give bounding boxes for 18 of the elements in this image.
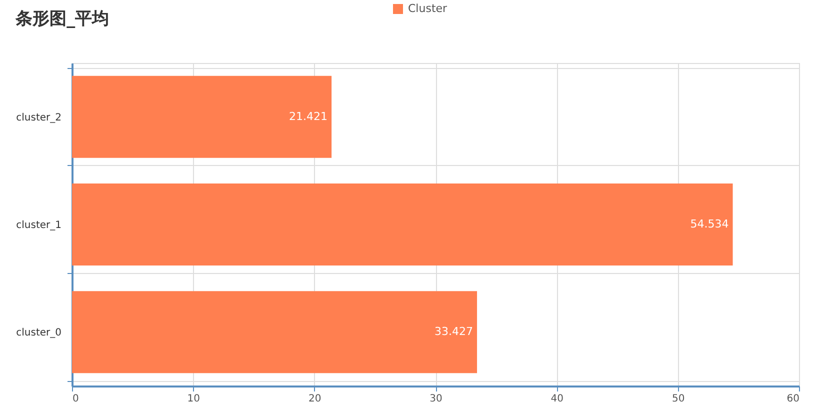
chart-title: 条形图_平均: [14, 9, 110, 29]
bar: [72, 76, 332, 158]
y-tick-label: cluster_1: [16, 220, 62, 231]
x-tick-label: 50: [672, 394, 685, 404]
data-label: 33.427: [434, 325, 474, 338]
y-tick-label: cluster_0: [16, 328, 62, 339]
data-label: 21.421: [289, 110, 328, 123]
legend-label: Cluster: [408, 2, 448, 15]
x-tick-label: 40: [550, 394, 564, 404]
x-tick-label: 0: [72, 394, 79, 404]
x-tick-label: 20: [308, 394, 322, 404]
x-tick-label: 30: [430, 394, 442, 404]
bar: [72, 184, 733, 266]
x-tick-label: 60: [786, 394, 800, 404]
data-label: 54.534: [690, 218, 729, 230]
bar: [72, 291, 478, 374]
y-tick-label: cluster_2: [16, 112, 62, 124]
x-tick-label: 10: [187, 394, 200, 404]
